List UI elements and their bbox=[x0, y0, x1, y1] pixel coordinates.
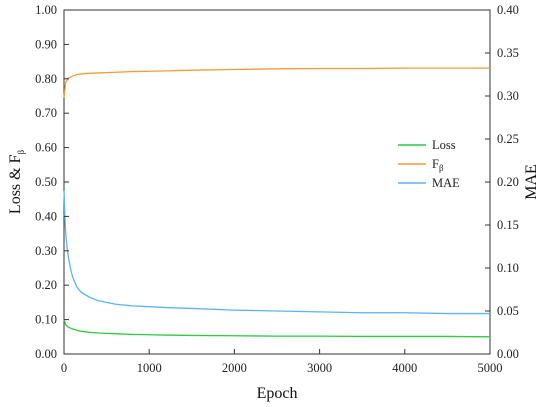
right-y-tick-label: 0.25 bbox=[497, 132, 519, 146]
left-y-tick-label: 1.00 bbox=[35, 3, 57, 17]
left-y-tick-label: 0.10 bbox=[35, 313, 57, 327]
right-y-tick-label: 0.05 bbox=[497, 304, 519, 318]
x-tick-label: 5000 bbox=[478, 361, 503, 375]
plot-border bbox=[63, 9, 491, 355]
series-line-mae bbox=[63, 190, 490, 315]
x-tick-label: 4000 bbox=[392, 361, 417, 375]
left-y-axis-title: Loss & Fβ bbox=[7, 150, 26, 215]
left-y-tick-label: 0.20 bbox=[35, 278, 57, 292]
right-y-tick-label: 0.40 bbox=[497, 3, 519, 17]
series-layer bbox=[63, 67, 491, 338]
left-y-tick-label: 0.50 bbox=[35, 175, 57, 189]
x-tick-label: 1000 bbox=[137, 361, 162, 375]
legend: Loss Fβ MAE bbox=[398, 138, 460, 190]
left-y-tick-label: 0.70 bbox=[35, 106, 57, 120]
right-y-tick-label: 0.15 bbox=[497, 218, 519, 232]
series-line-f bbox=[63, 67, 490, 98]
right-y-tick-label: 0.20 bbox=[497, 175, 519, 189]
left-y-tick-label: 0.80 bbox=[35, 72, 57, 86]
left-y-tick-label: 0.30 bbox=[35, 244, 57, 258]
left-y-tick-label: 0.00 bbox=[35, 347, 57, 361]
right-y-tick-label: 0.00 bbox=[497, 347, 519, 361]
x-tick-label: 2000 bbox=[222, 361, 247, 375]
left-y-tick-label: 0.90 bbox=[35, 37, 57, 51]
right-y-axis-title: MAE bbox=[523, 164, 540, 200]
x-axis-title: Epoch bbox=[257, 385, 298, 402]
left-y-tick-label: 0.40 bbox=[35, 209, 57, 223]
right-y-tick-label: 0.30 bbox=[497, 89, 519, 103]
left-y-tick-label: 0.60 bbox=[35, 141, 57, 155]
right-y-tick-label: 0.10 bbox=[497, 261, 519, 275]
legend-label-mae: MAE bbox=[432, 176, 460, 190]
legend-label-loss: Loss bbox=[432, 138, 456, 152]
plot-frame bbox=[63, 9, 491, 355]
ticks-layer: 0 1000 2000 3000 4000 50000.000.100.200.300.4… bbox=[35, 3, 519, 375]
x-tick-label: 3000 bbox=[307, 361, 332, 375]
x-tick-label: 0 bbox=[61, 361, 67, 375]
right-y-tick-label: 0.35 bbox=[497, 46, 519, 60]
left-y-axis-title-main: Loss & F bbox=[7, 154, 24, 214]
left-y-axis-title-subscript: β bbox=[16, 150, 26, 155]
legend-label-f: Fβ bbox=[432, 157, 444, 173]
series-line-loss bbox=[63, 319, 491, 338]
